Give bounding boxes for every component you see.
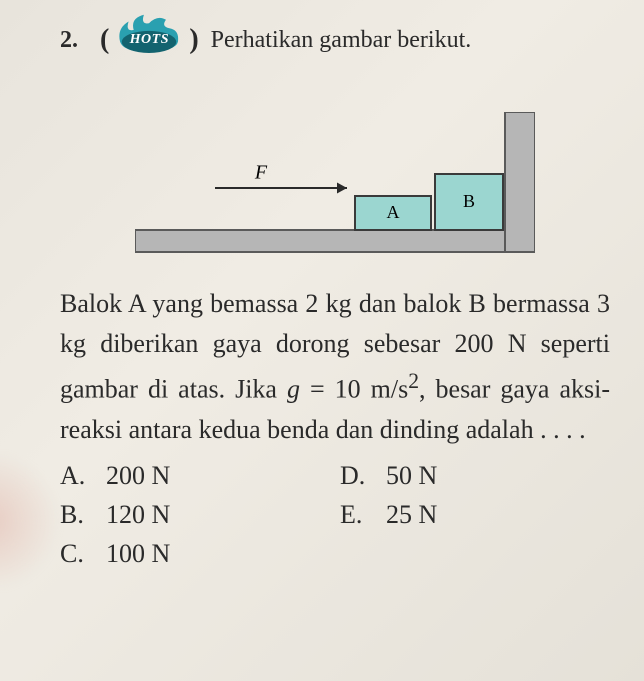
svg-text:A: A: [387, 202, 400, 222]
option-letter: C.: [60, 534, 90, 573]
option-b: B. 120 N: [60, 495, 340, 534]
paren-close: ): [189, 24, 198, 56]
question-body: Balok A yang bemassa 2 kg dan balok B be…: [60, 284, 610, 450]
option-text: 200 N: [106, 456, 170, 495]
option-d: D. 50 N: [340, 456, 620, 495]
svg-text:B: B: [463, 191, 475, 211]
figure-svg: A B F: [135, 112, 535, 262]
question-number: 2.: [60, 27, 88, 54]
option-letter: B.: [60, 495, 90, 534]
hots-badge-label: HOTS: [130, 32, 169, 48]
option-letter: A.: [60, 456, 90, 495]
option-letter: E.: [340, 495, 370, 534]
option-a: A. 200 N: [60, 456, 340, 495]
physics-figure: A B F: [135, 112, 535, 262]
option-text: 100 N: [106, 534, 170, 573]
options-list: A. 200 N D. 50 N B. 120 N E. 25 N C. 100…: [60, 456, 610, 573]
svg-text:F: F: [254, 162, 268, 184]
option-c: C. 100 N: [60, 534, 340, 573]
question-instruction: Perhatikan gambar berikut.: [211, 27, 472, 54]
option-e: E. 25 N: [340, 495, 620, 534]
option-text: 120 N: [106, 495, 170, 534]
option-text: 50 N: [386, 456, 437, 495]
hots-badge: HOTS: [121, 25, 177, 55]
option-text: 25 N: [386, 495, 437, 534]
paren-open: (: [100, 24, 109, 56]
option-letter: D.: [340, 456, 370, 495]
